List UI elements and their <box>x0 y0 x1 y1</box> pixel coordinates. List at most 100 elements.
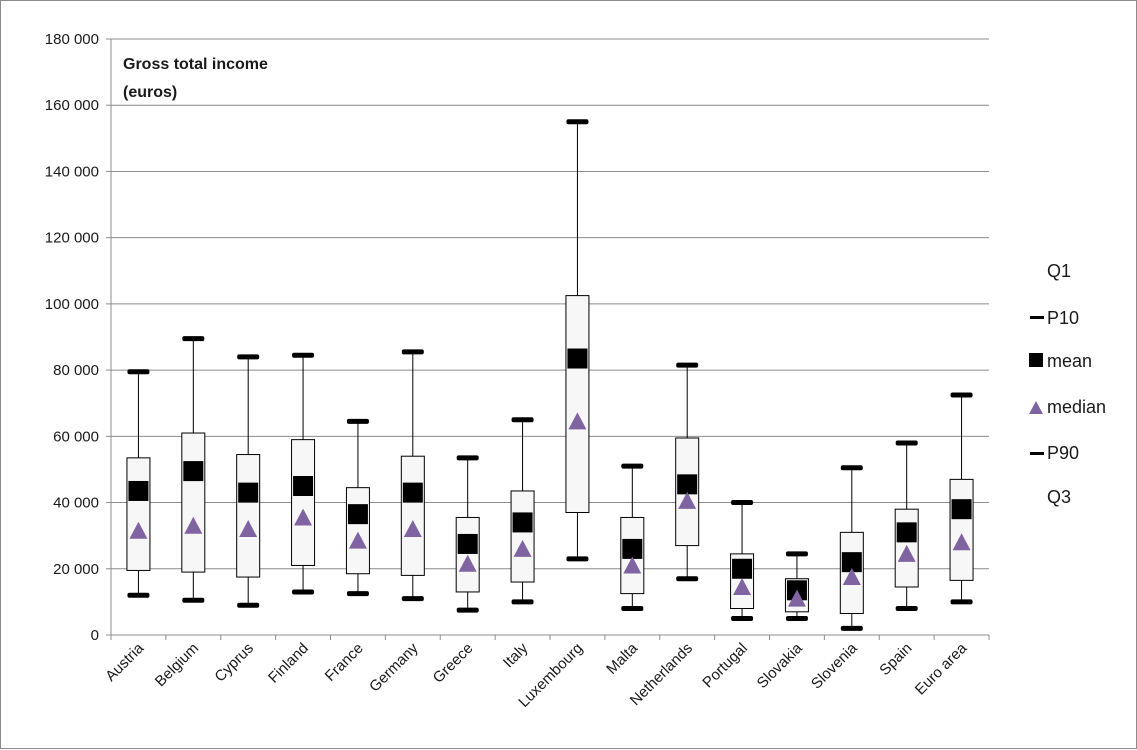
p90-marker <box>237 354 260 360</box>
box-malta <box>620 463 645 612</box>
x-tick-label: Belgium <box>152 640 202 690</box>
median-marker <box>952 533 971 551</box>
p90-marker <box>346 418 369 424</box>
median-marker <box>678 491 697 509</box>
legend-q1-label: Q1 <box>1047 261 1071 281</box>
box-euro-area <box>949 392 974 605</box>
p90-marker <box>621 463 644 469</box>
x-tick-label: Greece <box>430 640 477 687</box>
box-austria <box>126 369 151 598</box>
mean-marker <box>128 480 149 501</box>
box-france <box>345 418 370 597</box>
mean-marker <box>347 504 368 525</box>
iqr-box <box>345 487 370 575</box>
x-tick-label: Portugal <box>699 640 751 692</box>
median-marker <box>733 577 752 595</box>
box-germany <box>400 349 425 602</box>
legend-p90-label: P90 <box>1047 443 1079 463</box>
y-tick-label: 20 000 <box>53 561 99 578</box>
chart-title-line-1: Gross total income <box>123 56 268 73</box>
iqr-box <box>565 295 590 513</box>
box-finland <box>291 352 316 595</box>
box-slovakia <box>784 551 809 621</box>
p10-marker <box>895 606 918 612</box>
p10-marker <box>127 592 150 598</box>
box-cyprus <box>236 354 261 608</box>
legend-mean-label: mean <box>1047 351 1092 371</box>
p90-marker <box>566 119 589 125</box>
y-tick-label: 140 000 <box>45 163 99 180</box>
legend-p10-marker <box>1030 316 1044 319</box>
y-tick-label: 0 <box>91 627 99 644</box>
y-tick-label: 100 000 <box>45 296 99 313</box>
y-tick-label: 40 000 <box>53 495 99 512</box>
p10-marker <box>401 596 424 602</box>
x-tick-label: Finland <box>265 640 312 687</box>
median-marker <box>403 520 422 538</box>
p10-marker <box>182 597 205 603</box>
p90-marker <box>731 500 754 506</box>
iqr-box <box>510 490 535 583</box>
p10-marker <box>840 625 863 631</box>
x-tick-label: Spain <box>876 640 915 679</box>
median-marker <box>787 589 806 607</box>
p90-marker <box>401 349 424 355</box>
mean-marker <box>677 474 698 495</box>
p10-marker <box>511 599 534 605</box>
iqr-box <box>291 439 316 566</box>
y-tick-label: 60 000 <box>53 428 99 445</box>
p10-marker <box>237 602 260 608</box>
legend-mean-marker <box>1029 353 1043 367</box>
p90-marker <box>292 352 315 358</box>
x-tick-label: Cyprus <box>211 640 257 686</box>
p90-marker <box>950 392 973 398</box>
p10-marker <box>566 556 589 562</box>
iqr-box <box>181 432 206 573</box>
p90-marker <box>456 455 479 461</box>
plot-area <box>126 119 974 631</box>
mean-marker <box>457 533 478 554</box>
box-portugal <box>730 500 755 621</box>
p10-marker <box>731 615 754 621</box>
median-marker <box>129 521 148 539</box>
p90-marker <box>127 369 150 375</box>
box-slovenia <box>839 465 864 631</box>
x-tick-label: Malta <box>603 639 641 677</box>
box-spain <box>894 440 919 612</box>
mean-marker <box>512 512 533 533</box>
x-tick-label: Euro area <box>912 639 971 698</box>
iqr-box <box>126 457 151 571</box>
box-italy <box>510 417 535 605</box>
p90-marker <box>511 417 534 423</box>
y-tick-label: 80 000 <box>53 362 99 379</box>
x-tick-label: Slovakia <box>754 639 807 692</box>
mean-marker <box>402 482 423 503</box>
p90-marker <box>676 362 699 368</box>
mean-marker <box>732 558 753 579</box>
mean-marker <box>293 476 314 496</box>
y-tick-label: 180 000 <box>45 31 99 48</box>
legend-q3-label: Q3 <box>1047 487 1071 507</box>
median-marker <box>184 516 203 534</box>
p90-marker <box>840 465 863 471</box>
y-tick-label: 120 000 <box>45 230 99 247</box>
legend-p90-marker <box>1030 452 1044 455</box>
legend-p10-label: P10 <box>1047 308 1079 328</box>
mean-marker <box>841 552 862 573</box>
median-marker <box>842 568 861 586</box>
legend-median-label: median <box>1047 397 1106 417</box>
median-marker <box>623 556 642 574</box>
y-tick-label: 160 000 <box>45 97 99 114</box>
legend-median-marker <box>1029 401 1043 414</box>
mean-marker <box>622 538 643 559</box>
iqr-box <box>455 516 480 593</box>
box-belgium <box>181 336 206 603</box>
mean-marker <box>238 482 259 503</box>
p10-marker <box>292 589 315 595</box>
median-marker <box>513 539 532 557</box>
p10-marker <box>950 599 973 605</box>
median-marker <box>897 544 916 562</box>
p10-marker <box>456 607 479 613</box>
